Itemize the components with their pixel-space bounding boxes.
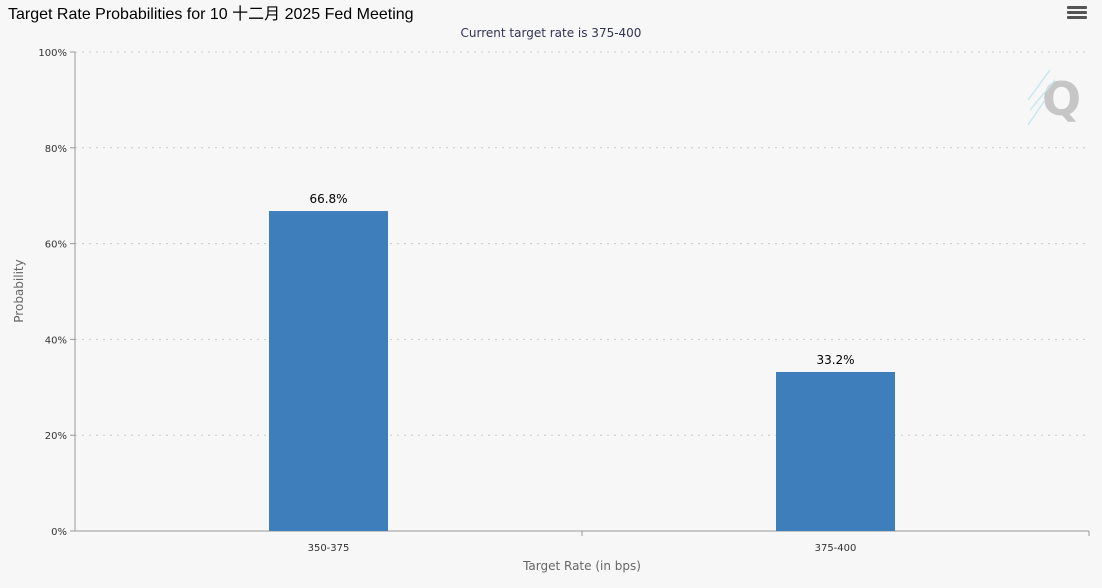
x-axis-title: Target Rate (in bps)	[522, 559, 641, 573]
hamburger-menu-icon[interactable]	[1067, 6, 1087, 22]
watermark-logo: Q	[1027, 69, 1081, 126]
x-tick-label: 375-400	[815, 543, 857, 554]
y-tick-label: 20%	[45, 431, 67, 442]
bar-350-375	[269, 211, 388, 531]
x-tick-label: 350-375	[308, 543, 350, 554]
bar-375-400	[776, 371, 895, 531]
y-tick-label: 0%	[51, 527, 67, 538]
svg-text:Q: Q	[1042, 72, 1081, 126]
y-tick-label: 60%	[45, 240, 67, 251]
chart-title: Target Rate Probabilities for 10 十二月 202…	[8, 6, 414, 23]
chart-subtitle: Current target rate is 375-400	[460, 26, 642, 40]
y-tick-label: 80%	[45, 144, 67, 155]
data-label: 33.2%	[816, 353, 854, 367]
y-tick-label: 100%	[38, 48, 67, 59]
y-tick-label: 40%	[45, 335, 67, 346]
y-axis-title: Probability	[12, 259, 26, 322]
data-label: 66.8%	[309, 192, 347, 206]
